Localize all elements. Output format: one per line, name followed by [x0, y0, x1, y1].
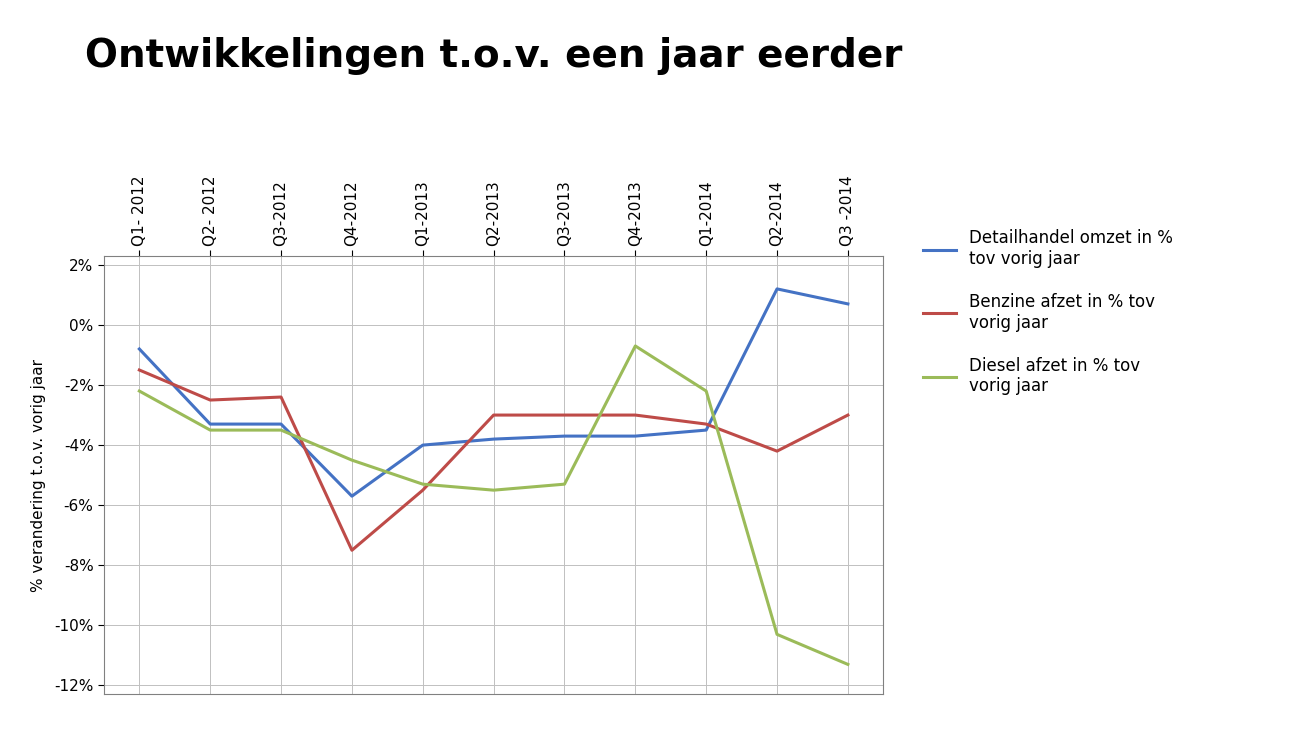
Benzine afzet in % tov
vorig jaar	[414, 486, 430, 495]
Benzine afzet in % tov
vorig jaar	[840, 411, 856, 420]
Benzine afzet in % tov
vorig jaar	[203, 395, 218, 404]
Benzine afzet in % tov
vorig jaar	[344, 546, 360, 555]
Detailhandel omzet in %
tov vorig jaar	[131, 344, 147, 353]
Detailhandel omzet in %
tov vorig jaar	[414, 441, 430, 450]
Benzine afzet in % tov
vorig jaar	[557, 411, 573, 420]
Diesel afzet in % tov
vorig jaar	[344, 455, 360, 464]
Detailhandel omzet in %
tov vorig jaar	[840, 300, 856, 308]
Benzine afzet in % tov
vorig jaar	[486, 411, 501, 420]
Detailhandel omzet in %
tov vorig jaar	[627, 432, 643, 441]
Legend: Detailhandel omzet in %
tov vorig jaar, Benzine afzet in % tov
vorig jaar, Diese: Detailhandel omzet in % tov vorig jaar, …	[922, 229, 1173, 395]
Diesel afzet in % tov
vorig jaar	[557, 480, 573, 488]
Benzine afzet in % tov
vorig jaar	[699, 420, 714, 428]
Detailhandel omzet in %
tov vorig jaar	[699, 425, 714, 434]
Line: Diesel afzet in % tov
vorig jaar: Diesel afzet in % tov vorig jaar	[139, 346, 848, 664]
Diesel afzet in % tov
vorig jaar	[699, 387, 714, 395]
Diesel afzet in % tov
vorig jaar	[131, 387, 147, 395]
Y-axis label: % verandering t.o.v. vorig jaar: % verandering t.o.v. vorig jaar	[31, 359, 45, 591]
Detailhandel omzet in %
tov vorig jaar	[769, 284, 785, 293]
Diesel afzet in % tov
vorig jaar	[769, 630, 785, 639]
Diesel afzet in % tov
vorig jaar	[840, 660, 856, 669]
Line: Benzine afzet in % tov
vorig jaar: Benzine afzet in % tov vorig jaar	[139, 370, 848, 550]
Benzine afzet in % tov
vorig jaar	[769, 447, 785, 455]
Benzine afzet in % tov
vorig jaar	[131, 366, 147, 374]
Detailhandel omzet in %
tov vorig jaar	[486, 435, 501, 444]
Text: Ontwikkelingen t.o.v. een jaar eerder: Ontwikkelingen t.o.v. een jaar eerder	[84, 37, 903, 75]
Diesel afzet in % tov
vorig jaar	[486, 486, 501, 495]
Benzine afzet in % tov
vorig jaar	[273, 393, 288, 401]
Detailhandel omzet in %
tov vorig jaar	[557, 432, 573, 441]
Detailhandel omzet in %
tov vorig jaar	[203, 420, 218, 428]
Diesel afzet in % tov
vorig jaar	[627, 341, 643, 350]
Line: Detailhandel omzet in %
tov vorig jaar: Detailhandel omzet in % tov vorig jaar	[139, 289, 848, 496]
Detailhandel omzet in %
tov vorig jaar	[273, 420, 288, 428]
Diesel afzet in % tov
vorig jaar	[273, 425, 288, 434]
Diesel afzet in % tov
vorig jaar	[414, 480, 430, 488]
Detailhandel omzet in %
tov vorig jaar	[344, 492, 360, 501]
Diesel afzet in % tov
vorig jaar	[203, 425, 218, 434]
Benzine afzet in % tov
vorig jaar	[627, 411, 643, 420]
